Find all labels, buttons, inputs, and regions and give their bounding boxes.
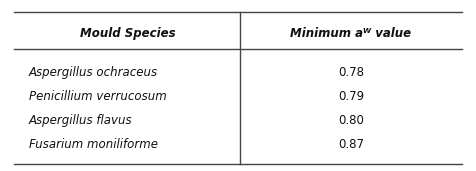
Text: Aspergillus flavus: Aspergillus flavus [29, 114, 132, 127]
Text: Aspergillus ochraceus: Aspergillus ochraceus [29, 66, 158, 79]
Text: Mould Species: Mould Species [79, 27, 175, 40]
Text: 0.87: 0.87 [338, 138, 364, 151]
Text: Fusarium moniliforme: Fusarium moniliforme [29, 138, 158, 151]
Text: 0.78: 0.78 [338, 66, 364, 79]
Text: 0.79: 0.79 [338, 90, 364, 103]
Text: Penicillium verrucosum: Penicillium verrucosum [29, 90, 166, 103]
Text: Minimum aᵂ value: Minimum aᵂ value [290, 27, 412, 40]
Text: 0.80: 0.80 [338, 114, 364, 127]
